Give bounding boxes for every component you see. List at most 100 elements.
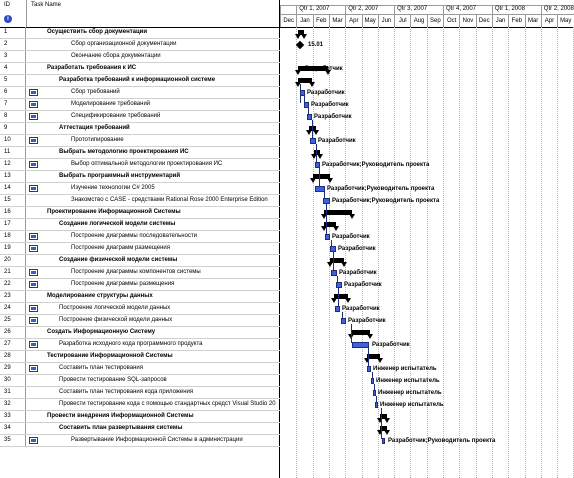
task-row[interactable]: 35 Развертывание Информационной Системы в… — [0, 435, 280, 447]
sheet-divider[interactable] — [279, 27, 280, 478]
task-row[interactable]: 5 Разработка требований к информационной … — [0, 75, 280, 87]
task-row[interactable]: 27 Разработка исходного кода программного… — [0, 339, 280, 351]
task-row[interactable]: 18 Построение диаграммы последовательност… — [0, 231, 280, 243]
task-name[interactable]: Построение диаграммы размещения — [71, 281, 175, 287]
task-row[interactable]: 32 Провести тестирование кода с помощью с… — [0, 399, 280, 411]
task-row[interactable]: 1 Осуществить сбор документации — [0, 27, 280, 39]
summary-bar[interactable] — [324, 222, 336, 227]
summary-task-name[interactable]: Создать Информационную Систему — [47, 329, 156, 335]
summary-bar[interactable] — [380, 426, 387, 431]
notes-indicator-icon[interactable] — [29, 305, 38, 312]
task-name[interactable]: Провести тестирование кода с помощью ста… — [59, 401, 276, 407]
task-row[interactable]: 21 Построение диаграммы компонентов систе… — [0, 267, 280, 279]
task-name[interactable]: Разработка исходного кода программного п… — [59, 341, 203, 347]
notes-indicator-icon[interactable] — [29, 245, 38, 252]
task-row[interactable]: 10 Прототипирование — [0, 135, 280, 147]
summary-bar[interactable] — [367, 354, 380, 359]
notes-indicator-icon[interactable] — [29, 185, 38, 192]
notes-indicator-icon[interactable] — [29, 281, 38, 288]
task-row[interactable]: 6 Сбор требований — [0, 87, 280, 99]
task-bar[interactable] — [336, 282, 342, 288]
task-row[interactable]: 3 Окончание сбора документации — [0, 51, 280, 63]
task-bar[interactable] — [367, 366, 371, 372]
summary-bar[interactable] — [298, 30, 304, 35]
task-name[interactable]: Спецификирование требований — [71, 113, 161, 119]
summary-task-name[interactable]: Создание логической модели системы — [59, 221, 176, 227]
notes-indicator-icon[interactable] — [29, 89, 38, 96]
task-name[interactable]: Окончание сбора документации — [71, 53, 161, 59]
task-row[interactable]: 12 Выбор оптимальной методологии проектир… — [0, 159, 280, 171]
summary-bar[interactable] — [334, 294, 348, 299]
task-name[interactable]: Изучение технологии C# 2005 — [71, 185, 155, 191]
task-name-column-header[interactable]: Task Name — [27, 0, 280, 27]
notes-indicator-icon[interactable] — [29, 161, 38, 168]
task-name[interactable]: Знакомство с CASE - средствами Rational … — [71, 197, 268, 203]
task-bar[interactable] — [323, 198, 330, 204]
notes-indicator-icon[interactable] — [29, 341, 38, 348]
task-bar[interactable] — [307, 114, 312, 120]
summary-bar[interactable] — [330, 258, 344, 263]
summary-task-name[interactable]: Провести внедрения Информационной Систем… — [47, 413, 194, 419]
id-column-header[interactable]: ID i — [0, 0, 27, 27]
task-row[interactable]: 33 Провести внедрения Информационной Сист… — [0, 411, 280, 423]
task-name[interactable]: Сбор организационной документации — [71, 41, 177, 47]
summary-bar[interactable] — [298, 78, 312, 83]
notes-indicator-icon[interactable] — [29, 269, 38, 276]
notes-indicator-icon[interactable] — [29, 437, 38, 444]
task-bar[interactable] — [335, 306, 340, 312]
summary-task-name[interactable]: Выбрать программный инструментарий — [59, 173, 181, 179]
task-bar[interactable] — [315, 162, 320, 168]
task-row[interactable]: 13 Выбрать программный инструментарий — [0, 171, 280, 183]
task-name[interactable]: Построение диаграммы последовательности — [71, 233, 198, 239]
notes-indicator-icon[interactable] — [29, 317, 38, 324]
notes-indicator-icon[interactable] — [29, 113, 38, 120]
summary-task-name[interactable]: Разработать требования к ИС — [47, 65, 137, 71]
summary-bar[interactable] — [298, 66, 328, 71]
summary-task-name[interactable]: Аттестация требований — [59, 125, 130, 131]
task-row[interactable]: 8 Спецификирование требований — [0, 111, 280, 123]
task-row[interactable]: 28 Тестирование Информационной Системы — [0, 351, 280, 363]
task-row[interactable]: 17 Создание логической модели системы — [0, 219, 280, 231]
summary-bar[interactable] — [351, 330, 370, 335]
task-row[interactable]: 30 Провести тестирование SQL-запросов — [0, 375, 280, 387]
task-row[interactable]: 26 Создать Информационную Систему — [0, 327, 280, 339]
task-row[interactable]: 22 Построение диаграммы размещения — [0, 279, 280, 291]
summary-bar[interactable] — [324, 210, 352, 215]
task-name[interactable]: Построение логической модели данных — [59, 305, 171, 311]
task-name[interactable]: Выбор оптимальной методологии проектиров… — [71, 161, 223, 167]
summary-task-name[interactable]: Выбрать методологию проектирования ИС — [59, 149, 189, 155]
task-row[interactable]: 7 Моделирование требований — [0, 99, 280, 111]
task-row[interactable]: 2 Сбор организационной документации — [0, 39, 280, 51]
task-name[interactable]: Прототипирование — [71, 137, 124, 143]
task-row[interactable]: 15 Знакомство с CASE - средствами Rationa… — [0, 195, 280, 207]
summary-task-name[interactable]: Тестирование Информационной Системы — [47, 353, 173, 359]
notes-indicator-icon[interactable] — [29, 137, 38, 144]
summary-task-name[interactable]: Осуществить сбор документации — [47, 29, 148, 35]
notes-indicator-icon[interactable] — [29, 101, 38, 108]
task-row[interactable]: 24 Построение логической модели данных — [0, 303, 280, 315]
task-row[interactable]: 11 Выбрать методологию проектирования ИС — [0, 147, 280, 159]
task-row[interactable]: 29 Составить план тестирования — [0, 363, 280, 375]
summary-bar[interactable] — [314, 150, 320, 155]
task-row[interactable]: 14 Изучение технологии C# 2005 — [0, 183, 280, 195]
summary-task-name[interactable]: Разработка требований к информационной с… — [59, 77, 216, 83]
task-name[interactable]: Сбор требований — [71, 89, 120, 95]
task-name[interactable]: Построение физической модели данных — [59, 317, 173, 323]
task-row[interactable]: 20 Создание физической модели системы — [0, 255, 280, 267]
task-bar[interactable] — [382, 438, 385, 444]
summary-bar[interactable] — [313, 174, 330, 179]
task-bar[interactable] — [330, 246, 336, 252]
task-bar[interactable] — [352, 342, 369, 348]
task-row[interactable]: 23 Моделирование структуры данных — [0, 291, 280, 303]
task-name[interactable]: Провести тестирование SQL-запросов — [59, 377, 167, 383]
notes-indicator-icon[interactable] — [29, 365, 38, 372]
task-row[interactable]: 9 Аттестация требований — [0, 123, 280, 135]
task-bar[interactable] — [315, 186, 325, 192]
task-row[interactable]: 16 Проектирование Информационной Системы — [0, 207, 280, 219]
summary-task-name[interactable]: Составить план развертывания системы — [59, 425, 183, 431]
task-name[interactable]: Составить план тестирования кода приложе… — [59, 389, 194, 395]
task-bar[interactable] — [341, 318, 346, 324]
task-name[interactable]: Построение диаграммы компонентов системы — [71, 269, 201, 275]
task-bar[interactable] — [325, 234, 330, 240]
task-name[interactable]: Составить план тестирования — [59, 365, 143, 371]
